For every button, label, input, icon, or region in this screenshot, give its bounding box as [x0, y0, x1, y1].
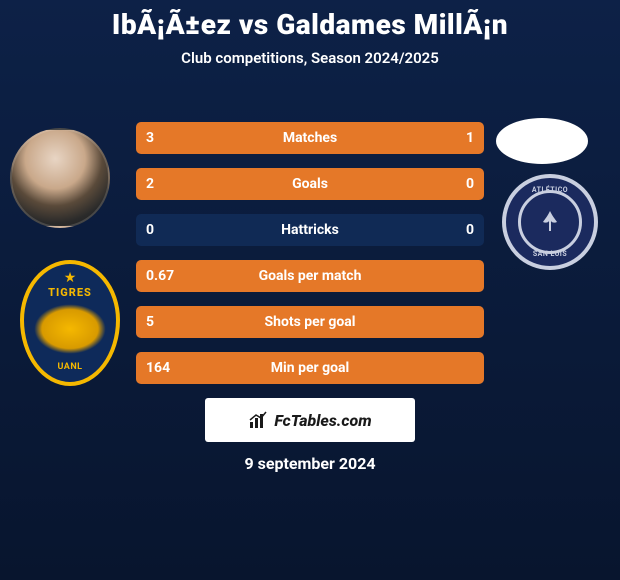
page-title: IbÃ¡Ã±ez vs Galdames MillÃ¡n — [0, 8, 620, 41]
chart-icon — [248, 410, 268, 430]
club-right-inner-ring — [518, 190, 582, 254]
stat-label: Goals per match — [136, 268, 484, 284]
stat-label: Matches — [136, 130, 484, 146]
page-subtitle: Club competitions, Season 2024/2025 — [0, 49, 620, 67]
club-left-name-bottom: UANL — [24, 362, 116, 372]
stat-label: Goals — [136, 176, 484, 192]
club-right-name-top: ATLÉTICO — [532, 186, 568, 194]
star-icon: ★ — [64, 270, 77, 286]
fleur-icon — [535, 207, 565, 237]
source-label: FcTables.com — [274, 411, 371, 430]
tiger-icon — [34, 304, 106, 354]
player-right-avatar — [496, 118, 588, 164]
stat-label: Min per goal — [136, 360, 484, 376]
club-left-badge: ★ TIGRES UANL — [20, 260, 120, 386]
stat-label: Hattricks — [136, 222, 484, 238]
player-left-avatar — [10, 128, 110, 228]
club-left-shield: ★ TIGRES UANL — [20, 260, 120, 386]
stat-row: 164Min per goal — [136, 352, 484, 384]
stat-row: 0.67Goals per match — [136, 260, 484, 292]
stat-row: 00Hattricks — [136, 214, 484, 246]
club-left-name-top: TIGRES — [24, 286, 116, 299]
stat-row: 31Matches — [136, 122, 484, 154]
date-label: 9 september 2024 — [0, 454, 620, 473]
comparison-card: IbÃ¡Ã±ez vs Galdames MillÃ¡n Club compet… — [0, 0, 620, 580]
club-right-badge: ATLÉTICO SAN LUIS — [502, 174, 598, 270]
stat-row: 5Shots per goal — [136, 306, 484, 338]
club-right-name-bottom: SAN LUIS — [533, 250, 567, 258]
source-badge: FcTables.com — [205, 398, 415, 442]
comparison-bars: 31Matches 20Goals 00Hattricks 0.67Goals per… — [136, 122, 484, 398]
stat-row: 20Goals — [136, 168, 484, 200]
stat-label: Shots per goal — [136, 314, 484, 330]
